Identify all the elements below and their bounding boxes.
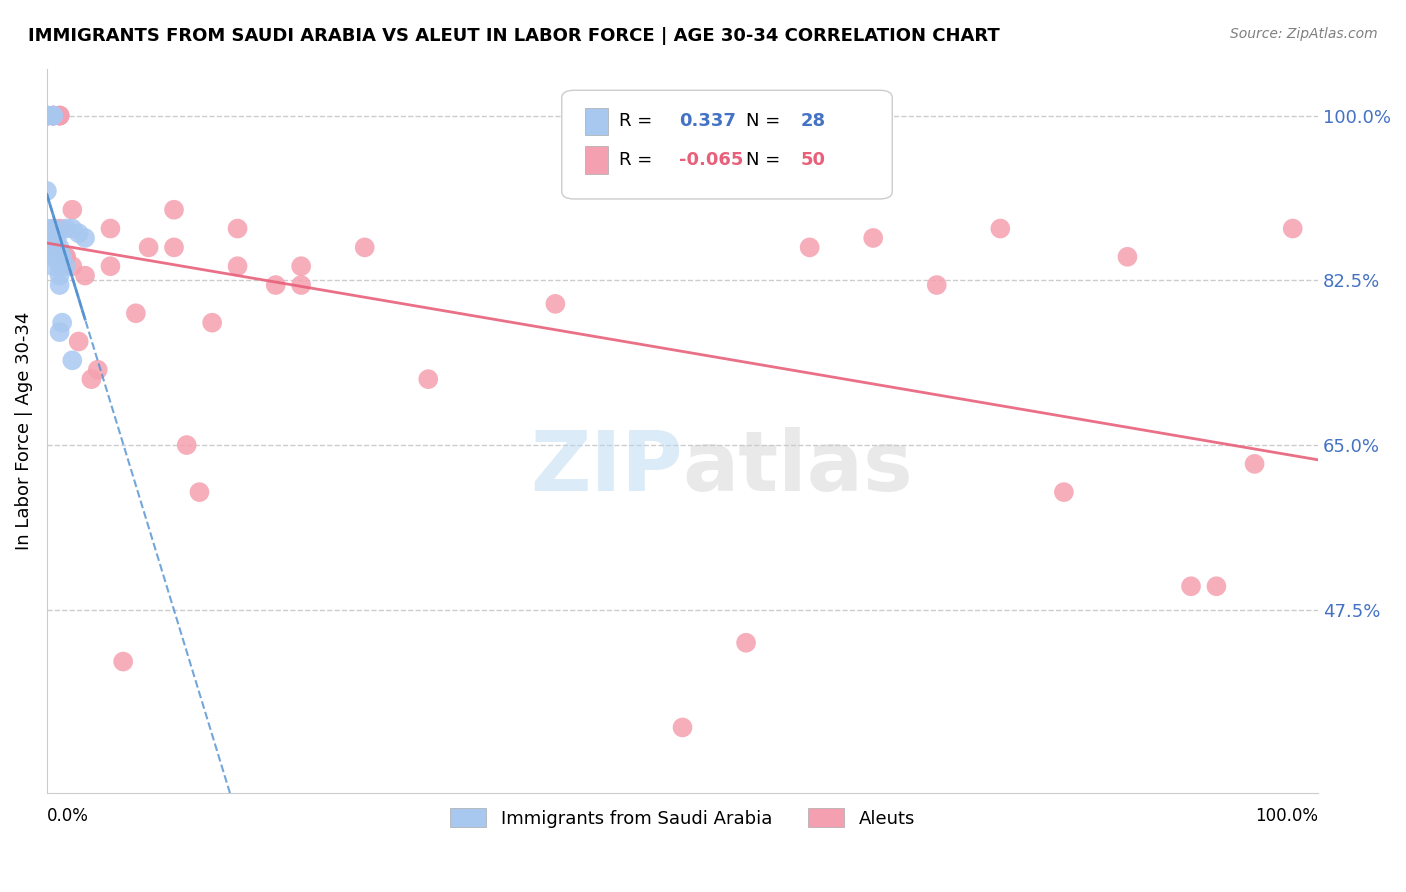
Text: R =: R =: [619, 151, 652, 169]
Point: [55, 250, 77, 264]
Point: [201, 316, 224, 330]
Point: [1116, 250, 1139, 264]
Point: [35, 109, 58, 123]
Point: [35, 109, 58, 123]
Point: [264, 278, 287, 293]
Text: IMMIGRANTS FROM SAUDI ARABIA VS ALEUT IN LABOR FORCE | AGE 30-34 CORRELATION CHA: IMMIGRANTS FROM SAUDI ARABIA VS ALEUT IN…: [28, 27, 1000, 45]
Point: [55, 250, 77, 264]
Bar: [585, 146, 607, 174]
Point: [735, 636, 758, 650]
Point: [35, 109, 58, 123]
Bar: [585, 108, 607, 136]
Point: [42, 259, 65, 273]
Point: [112, 655, 135, 669]
Point: [290, 259, 312, 273]
Point: [48, 259, 70, 273]
Point: [48, 268, 70, 283]
Text: R =: R =: [619, 112, 652, 130]
Text: 0.0%: 0.0%: [46, 807, 89, 825]
Point: [138, 240, 160, 254]
Point: [42, 240, 65, 254]
Point: [35, 184, 58, 198]
Point: [42, 109, 65, 123]
Point: [73, 268, 96, 283]
Point: [176, 438, 198, 452]
Point: [51, 316, 73, 330]
Point: [353, 240, 375, 254]
Point: [35, 109, 58, 123]
Point: [35, 221, 58, 235]
Point: [799, 240, 821, 254]
Legend: Immigrants from Saudi Arabia, Aleuts: Immigrants from Saudi Arabia, Aleuts: [443, 801, 922, 835]
Point: [100, 259, 122, 273]
Point: [48, 109, 70, 123]
Text: N =: N =: [747, 112, 780, 130]
Point: [60, 202, 83, 217]
Point: [42, 250, 65, 264]
Point: [87, 363, 110, 377]
Point: [67, 334, 90, 349]
Text: N =: N =: [747, 151, 780, 169]
Point: [925, 278, 948, 293]
Point: [862, 231, 884, 245]
Point: [163, 240, 186, 254]
Point: [60, 259, 83, 273]
Point: [55, 259, 77, 273]
Point: [73, 231, 96, 245]
Point: [671, 721, 693, 735]
Point: [42, 109, 65, 123]
Point: [226, 221, 249, 235]
Point: [51, 250, 73, 264]
Point: [35, 109, 58, 123]
Text: ZIP: ZIP: [530, 426, 682, 508]
Point: [42, 221, 65, 235]
Text: atlas: atlas: [682, 426, 914, 508]
Point: [418, 372, 440, 386]
Point: [35, 109, 58, 123]
Point: [42, 231, 65, 245]
Point: [48, 278, 70, 293]
Point: [48, 221, 70, 235]
Text: 50: 50: [801, 151, 825, 169]
FancyBboxPatch shape: [562, 90, 893, 199]
Point: [226, 259, 249, 273]
Point: [42, 109, 65, 123]
Point: [988, 221, 1011, 235]
Point: [125, 306, 148, 320]
Point: [544, 297, 567, 311]
Point: [67, 226, 90, 240]
Point: [163, 202, 186, 217]
Point: [1180, 579, 1202, 593]
Point: [188, 485, 211, 500]
Point: [1243, 457, 1265, 471]
Point: [290, 278, 312, 293]
Point: [46, 250, 69, 264]
Point: [42, 109, 65, 123]
Text: -0.065: -0.065: [679, 151, 744, 169]
Point: [48, 240, 70, 254]
Point: [1281, 221, 1303, 235]
Point: [42, 221, 65, 235]
Point: [42, 240, 65, 254]
Point: [48, 250, 70, 264]
Point: [1205, 579, 1227, 593]
Text: 0.337: 0.337: [679, 112, 735, 130]
Point: [60, 221, 83, 235]
Point: [80, 372, 103, 386]
Point: [48, 109, 70, 123]
Point: [55, 221, 77, 235]
Point: [48, 109, 70, 123]
Point: [48, 325, 70, 339]
Point: [1053, 485, 1076, 500]
Point: [60, 353, 83, 368]
Point: [100, 221, 122, 235]
Y-axis label: In Labor Force | Age 30-34: In Labor Force | Age 30-34: [15, 311, 32, 550]
Point: [42, 109, 65, 123]
Text: 28: 28: [801, 112, 825, 130]
Point: [46, 231, 69, 245]
Text: Source: ZipAtlas.com: Source: ZipAtlas.com: [1230, 27, 1378, 41]
Text: 100.0%: 100.0%: [1256, 807, 1319, 825]
